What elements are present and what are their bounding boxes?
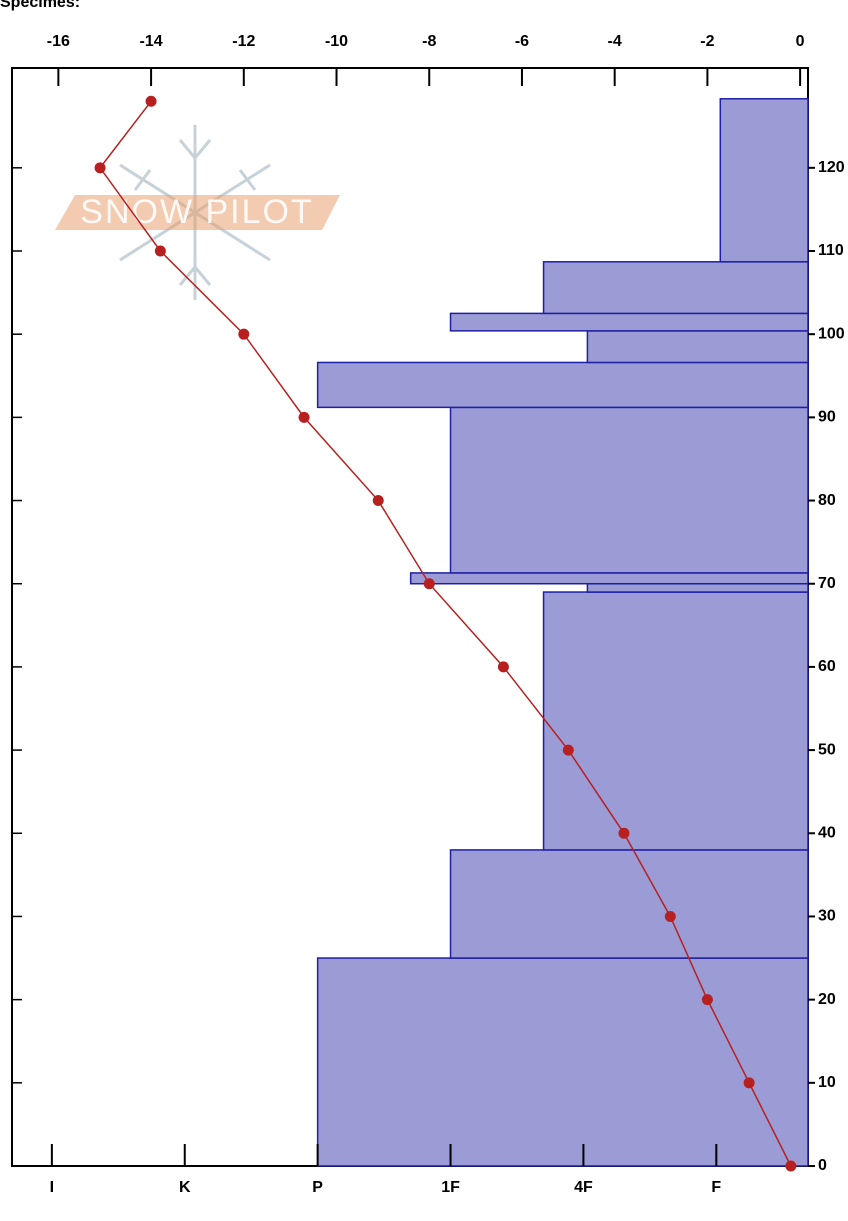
y-tick-label: 100 [818, 325, 845, 342]
temperature-point [423, 578, 435, 590]
temperature-point [372, 495, 384, 507]
y-tick-label: 20 [818, 991, 836, 1008]
y-tick-label: 40 [818, 824, 836, 841]
y-tick-label: 30 [818, 908, 836, 925]
hardness-tick-label: 1F [441, 1179, 460, 1196]
layer-bar [409, 572, 809, 585]
y-tick-label: 90 [818, 409, 836, 426]
y-tick-label: 120 [818, 159, 845, 176]
hardness-tick-label: I [50, 1179, 54, 1196]
x-tick-label: -10 [325, 33, 348, 50]
layer-bar [586, 582, 809, 593]
temperature-point [145, 95, 157, 107]
x-tick-label: -6 [515, 33, 529, 50]
layer-bar [542, 591, 809, 851]
y-tick-label: 110 [818, 242, 844, 259]
layer-bar [316, 361, 809, 409]
y-tick-label: 0 [818, 1157, 827, 1174]
x-tick-label: -16 [47, 33, 70, 50]
temperature-line [99, 100, 792, 1167]
x-tick-label: -12 [232, 33, 255, 50]
layer-bar [449, 406, 809, 574]
hardness-tick-label: P [312, 1179, 323, 1196]
y-tick-label: 10 [818, 1074, 836, 1091]
layer-bar [586, 330, 809, 364]
chart-title: Specimes: [0, 0, 80, 11]
temperature-point [618, 827, 630, 839]
layer-bar [316, 957, 809, 1167]
layer-bar [542, 261, 809, 315]
x-tick-label: -4 [608, 33, 622, 50]
y-tick-label: 70 [818, 575, 836, 592]
hardness-tick-label: F [711, 1179, 721, 1196]
layer-bar [449, 312, 809, 332]
temperature-point [562, 744, 574, 756]
temperature-point [238, 328, 250, 340]
temperature-point [785, 1160, 797, 1172]
temperature-point [701, 994, 713, 1006]
y-tick-label: 60 [818, 658, 836, 675]
temperature-point [743, 1077, 755, 1089]
temperature-point [154, 245, 166, 257]
watermark: SNOW PILOT [80, 193, 313, 231]
x-tick-label: -2 [700, 33, 714, 50]
y-tick-label: 80 [818, 492, 836, 509]
hardness-tick-label: 4F [574, 1179, 593, 1196]
temperature-point [94, 162, 106, 174]
x-tick-label: 0 [796, 33, 805, 50]
hardness-tick-label: K [179, 1179, 191, 1196]
temperature-point [298, 411, 310, 423]
layer-bar [449, 849, 809, 959]
y-tick-label: 50 [818, 741, 836, 758]
x-tick-label: -14 [140, 33, 163, 50]
x-tick-label: -8 [422, 33, 436, 50]
temperature-point [497, 661, 509, 673]
temperature-point [664, 910, 676, 922]
layer-bar [719, 98, 809, 263]
